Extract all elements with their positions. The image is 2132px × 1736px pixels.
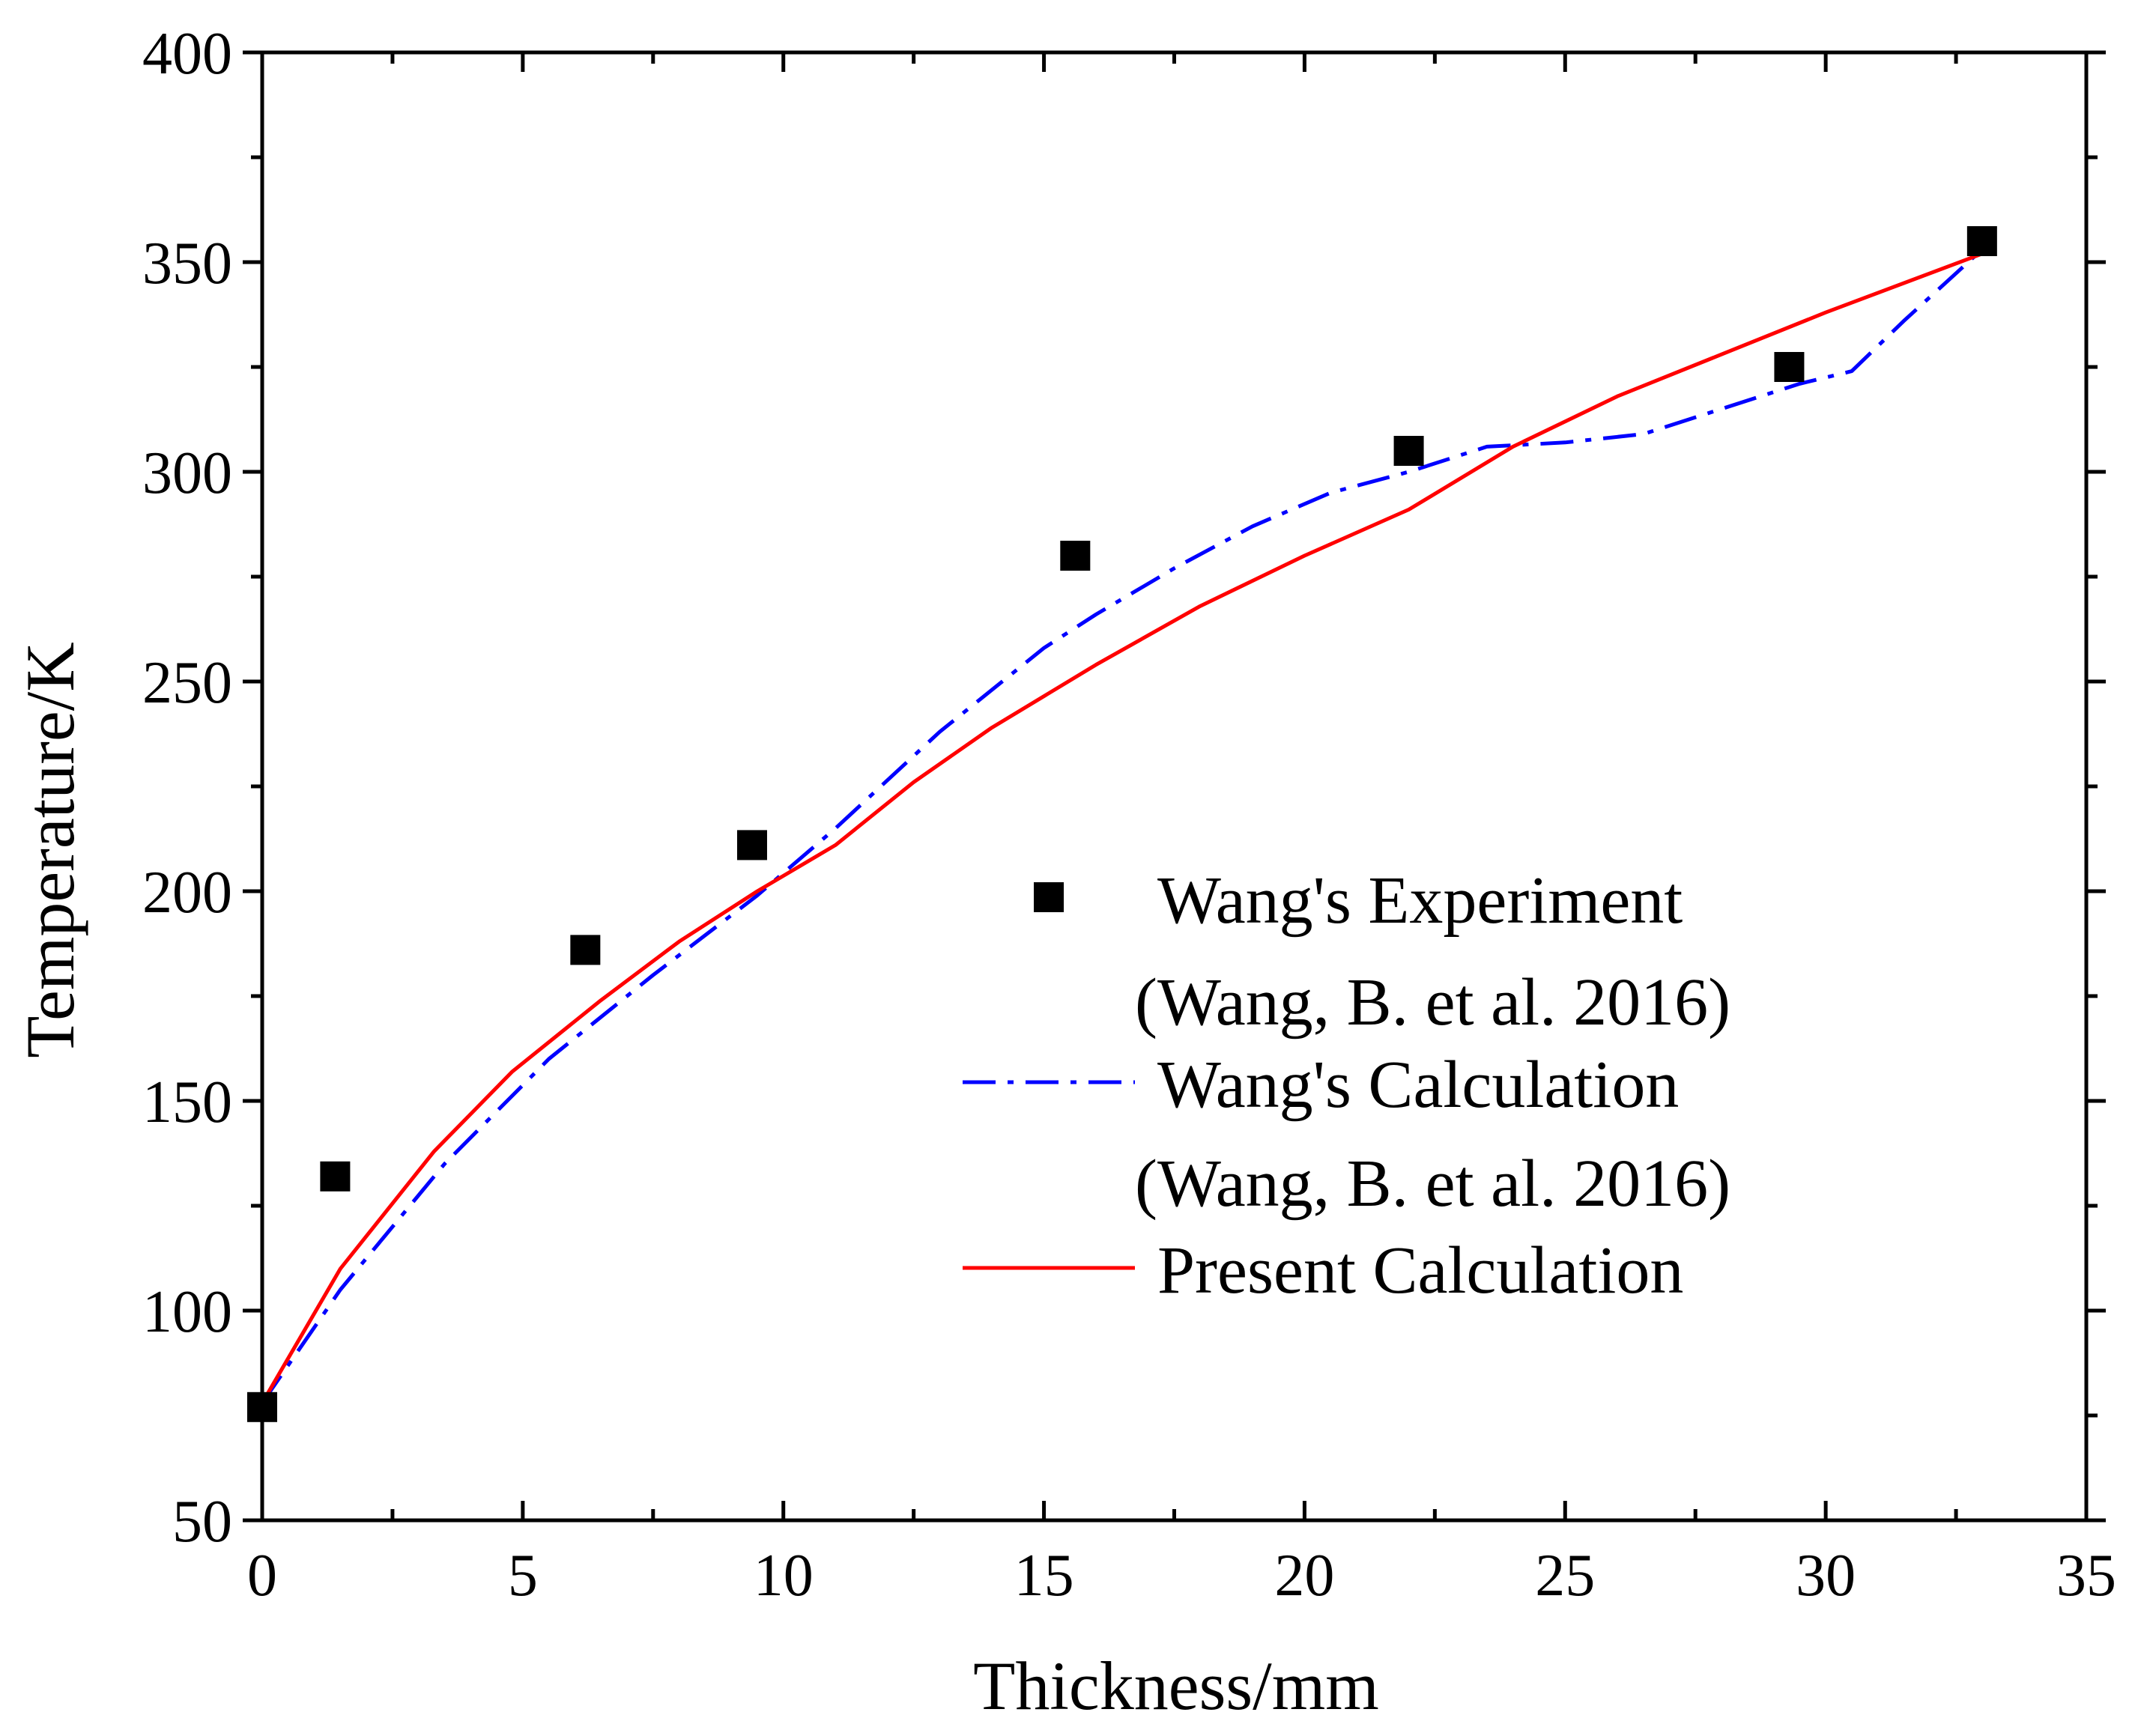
legend-label-wang-calc: Wang's Calculation — [1157, 1048, 1679, 1122]
legend: Wang's Experiment (Wang, B. et al. 2016) W… — [963, 864, 1730, 1308]
x-tick-label: 20 — [1274, 1543, 1334, 1609]
y-tick-label: 200 — [142, 860, 232, 926]
x-tick-label: 35 — [2056, 1543, 2116, 1609]
legend-label-experiment-ref: (Wang, B. et al. 2016) — [1135, 965, 1730, 1040]
legend-label-experiment: Wang's Experiment — [1157, 864, 1683, 938]
y-tick-label: 100 — [142, 1279, 232, 1345]
plot-frame — [260, 50, 2089, 1523]
data-point — [570, 935, 601, 965]
x-tick-label: 15 — [1014, 1543, 1074, 1609]
x-tick-label: 5 — [508, 1543, 538, 1609]
y-tick-label: 300 — [142, 440, 232, 506]
y-tick-label: 150 — [142, 1069, 232, 1135]
y-tick-label: 400 — [142, 21, 232, 87]
series-line-2 — [260, 252, 1983, 1404]
data-point — [320, 1161, 351, 1192]
y-tick-label: 350 — [142, 231, 232, 297]
data-point — [1774, 352, 1805, 382]
series-line-1 — [260, 248, 1984, 1404]
data-point — [1060, 541, 1091, 571]
legend-label-present-calc: Present Calculation — [1157, 1233, 1683, 1308]
data-point — [1393, 436, 1424, 466]
y-axis-title: Temperature/K — [12, 642, 88, 1058]
x-axis-title: Thickness/mm — [973, 1648, 1379, 1724]
x-tick-label: 0 — [247, 1543, 277, 1609]
y-tick-label: 50 — [172, 1489, 232, 1555]
legend-marker-experiment — [1034, 882, 1064, 912]
x-tick-label: 10 — [754, 1543, 814, 1609]
x-tick-label: 30 — [1796, 1543, 1856, 1609]
data-point — [1966, 226, 1997, 256]
data-point — [736, 830, 767, 861]
x-tick-label: 25 — [1535, 1543, 1595, 1609]
y-tick-label: 250 — [142, 650, 232, 716]
legend-label-wang-calc-ref: (Wang, B. et al. 2016) — [1135, 1147, 1730, 1221]
tick-labels: 0 5 10 15 20 25 30 35 50 100 150 200 250 300 350 400 — [142, 21, 2116, 1609]
plot-series — [247, 226, 1997, 1422]
